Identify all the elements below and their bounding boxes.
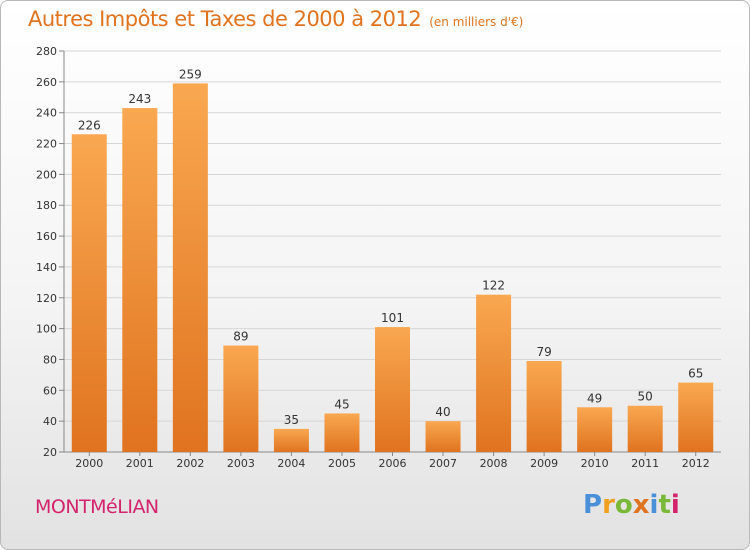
- y-tick-label: 260: [36, 76, 57, 89]
- data-label: 40: [435, 405, 450, 419]
- y-tick-label: 220: [36, 138, 57, 151]
- chart-subtitle: (en milliers d'€): [429, 15, 524, 29]
- bar: [678, 382, 714, 452]
- logo-letter: t: [658, 490, 671, 520]
- logo-letter: r: [602, 490, 615, 520]
- y-tick-label: 40: [43, 415, 57, 428]
- bar: [627, 405, 663, 452]
- data-label: 50: [638, 390, 653, 404]
- x-tick-label: 2007: [429, 457, 457, 470]
- data-label: 122: [482, 279, 505, 293]
- y-tick-label: 120: [36, 292, 57, 305]
- bar: [71, 134, 107, 453]
- bar: [223, 345, 259, 452]
- x-tick-label: 2004: [277, 457, 305, 470]
- x-tick-label: 2001: [126, 457, 154, 470]
- bar: [122, 108, 158, 453]
- bar: [324, 413, 360, 452]
- x-tick-label: 2012: [682, 457, 710, 470]
- y-tick-label: 80: [43, 353, 57, 366]
- data-label: 79: [536, 345, 551, 359]
- y-tick-label: 240: [36, 107, 57, 120]
- x-tick-label: 2006: [379, 457, 407, 470]
- bar: [425, 421, 461, 452]
- bars: [71, 83, 714, 453]
- logo-letter: i: [649, 490, 659, 520]
- y-tick-label: 160: [36, 230, 57, 243]
- bar: [273, 428, 309, 452]
- x-tick-label: 2005: [328, 457, 356, 470]
- logo-letter: P: [583, 490, 603, 520]
- x-tick-label: 2009: [530, 457, 558, 470]
- x-tick-label: 2000: [75, 457, 103, 470]
- town-name: MONTMéLIAN: [35, 496, 159, 518]
- logo-letter: o: [614, 490, 633, 520]
- bar: [172, 83, 208, 452]
- y-tick-label: 280: [36, 45, 57, 58]
- logo-letter: x: [632, 490, 650, 520]
- data-label: 226: [78, 118, 101, 132]
- y-tick-label: 100: [36, 323, 57, 336]
- x-tick-label: 2002: [176, 457, 204, 470]
- y-tick-label: 140: [36, 261, 57, 274]
- y-tick-label: 60: [43, 384, 57, 397]
- data-label: 45: [334, 397, 349, 411]
- y-tick-label: 200: [36, 168, 57, 181]
- data-label: 89: [233, 330, 248, 344]
- y-tick-label: 20: [43, 446, 57, 459]
- data-label: 65: [688, 367, 703, 381]
- data-label: 101: [381, 311, 404, 325]
- bar: [375, 327, 410, 452]
- bar: [526, 361, 562, 452]
- data-label: 35: [284, 413, 299, 427]
- bar: [476, 294, 512, 452]
- data-label: 259: [179, 67, 202, 81]
- chart-title: Autres Impôts et Taxes de 2000 à 2012 (en…: [28, 7, 523, 31]
- x-tick-label: 2008: [480, 457, 508, 470]
- labels: 20 40 60 80 100 120 140 160 180 200 220 240 260 280 22…: [36, 45, 710, 470]
- logo-letter: i: [670, 490, 680, 520]
- proxiti-logo[interactable]: Proxiti: [583, 490, 680, 520]
- bar: [577, 407, 613, 452]
- y-tick-label: 180: [36, 199, 57, 212]
- x-tick-label: 2010: [581, 457, 609, 470]
- x-tick-label: 2011: [631, 457, 659, 470]
- x-tick-label: 2003: [227, 457, 255, 470]
- data-label: 49: [587, 391, 602, 405]
- chart-title-text: Autres Impôts et Taxes de 2000 à 2012: [28, 7, 422, 31]
- data-label: 243: [128, 92, 151, 106]
